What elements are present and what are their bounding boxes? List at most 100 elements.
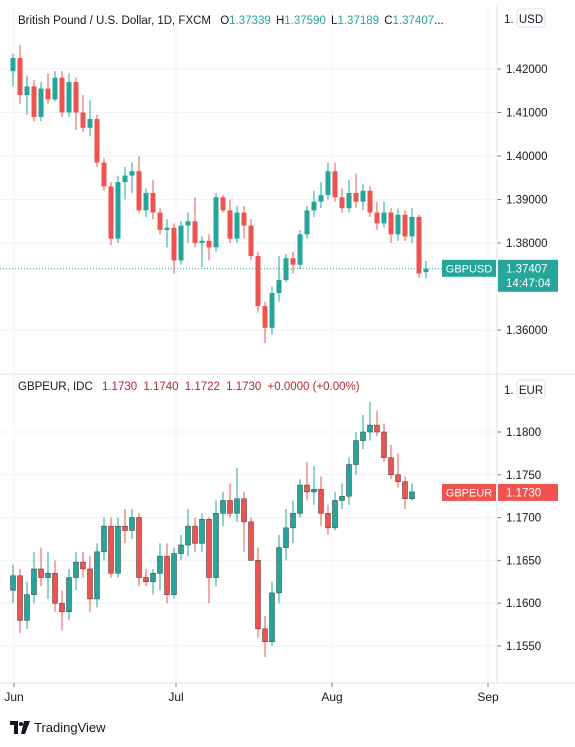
candle-down bbox=[220, 195, 226, 213]
candle-body bbox=[45, 572, 51, 578]
candle-body bbox=[185, 525, 191, 546]
candle-up bbox=[115, 175, 121, 243]
candle-body bbox=[178, 225, 184, 261]
candle-up bbox=[10, 53, 16, 87]
pane2-change: +0.0000 (+0.00%) bbox=[267, 381, 360, 393]
candle-body bbox=[199, 519, 205, 544]
tradingview-logo-icon bbox=[10, 721, 30, 734]
candle-body bbox=[241, 212, 247, 226]
candle-up bbox=[367, 402, 373, 441]
candle-body bbox=[423, 268, 429, 273]
candle-up bbox=[129, 162, 135, 193]
candle-body bbox=[255, 256, 261, 307]
candle-body bbox=[157, 212, 163, 230]
more-ellipsis[interactable]: ... bbox=[434, 15, 444, 27]
candle-down bbox=[339, 188, 345, 213]
candle-up bbox=[178, 221, 184, 265]
symbol-tag-bg bbox=[442, 483, 496, 501]
candle-body bbox=[24, 594, 30, 621]
candle-up bbox=[171, 547, 177, 599]
y-tick-label: 1.1600 bbox=[506, 598, 541, 610]
candle-up bbox=[297, 479, 303, 518]
candle-body bbox=[38, 88, 44, 117]
y-tick-label: 1.1800 bbox=[506, 427, 541, 439]
candle-up bbox=[66, 568, 72, 621]
candle-body bbox=[213, 197, 219, 248]
candle-down bbox=[101, 158, 107, 191]
candle-body bbox=[234, 498, 240, 514]
candle-up bbox=[339, 483, 345, 510]
candle-body bbox=[269, 592, 275, 642]
x-tick-label: Sep bbox=[477, 690, 499, 704]
candle-body bbox=[10, 58, 16, 72]
y-tick-label: 1.41000 bbox=[506, 108, 548, 120]
candle-body bbox=[17, 58, 23, 96]
candle-up bbox=[52, 71, 58, 102]
candle-body bbox=[101, 162, 107, 187]
candle-body bbox=[59, 602, 65, 613]
candle-body bbox=[269, 293, 275, 328]
candle-up bbox=[143, 188, 149, 217]
candle-down bbox=[108, 182, 114, 246]
candle-body bbox=[325, 513, 331, 529]
candle-up bbox=[24, 581, 30, 629]
tradingview-branding[interactable]: TradingView bbox=[10, 720, 106, 735]
candle-up bbox=[269, 286, 275, 335]
y-tick-label: 1.38000 bbox=[506, 238, 548, 250]
candle-body bbox=[157, 555, 163, 574]
candle-body bbox=[171, 227, 177, 261]
candle-up bbox=[45, 551, 51, 599]
symbol-tag-bg bbox=[442, 259, 496, 277]
candle-body bbox=[122, 525, 128, 531]
candle-body bbox=[115, 182, 121, 239]
candle-down bbox=[402, 476, 408, 510]
axes: 1.42000 1.41000 1.40000 1.39000 1.38000 1.360… bbox=[0, 5, 575, 704]
x-tick-label: Jun bbox=[4, 690, 23, 704]
candle-body bbox=[73, 561, 79, 578]
candle-up bbox=[213, 192, 219, 252]
candle-up bbox=[10, 564, 16, 604]
candle-body bbox=[227, 500, 233, 514]
candle-up bbox=[325, 162, 331, 200]
candle-down bbox=[255, 547, 261, 638]
candle-body bbox=[318, 195, 324, 202]
candle-body bbox=[45, 88, 51, 100]
candle-body bbox=[248, 225, 254, 257]
candle-down bbox=[241, 491, 247, 552]
candle-body bbox=[367, 190, 373, 213]
candle-down bbox=[108, 517, 114, 578]
candle-down bbox=[388, 444, 394, 480]
candle-body bbox=[290, 258, 296, 265]
candle-up bbox=[157, 543, 163, 591]
pane1-title: British Pound / U.S. Dollar, 1D, FXCM bbox=[18, 15, 212, 27]
y-tick-label: 1.1700 bbox=[506, 513, 541, 525]
candle-body bbox=[297, 484, 303, 514]
candle-up bbox=[304, 206, 310, 239]
pane2-open: 1.1730 bbox=[101, 381, 138, 393]
candle-body bbox=[395, 214, 401, 235]
candle-body bbox=[241, 498, 247, 523]
candle-down bbox=[227, 483, 233, 518]
candle-body bbox=[234, 212, 240, 239]
candle-up bbox=[311, 466, 317, 505]
candle-body bbox=[220, 197, 226, 211]
candle-down bbox=[136, 513, 142, 587]
candle-body bbox=[17, 575, 23, 621]
candle-body bbox=[402, 481, 408, 500]
candle-body bbox=[80, 112, 86, 128]
candle-body bbox=[185, 221, 191, 226]
candle-down bbox=[31, 79, 37, 122]
open-label: O bbox=[220, 15, 230, 27]
candle-down bbox=[157, 208, 163, 235]
candle-body bbox=[304, 484, 310, 493]
candle-body bbox=[24, 86, 30, 96]
candle-up bbox=[346, 179, 352, 213]
candle-up bbox=[290, 500, 296, 544]
candle-down bbox=[73, 77, 79, 130]
currency-prefix: 1. bbox=[504, 385, 514, 397]
countdown-value: 14:47:04 bbox=[506, 278, 551, 290]
candle-up bbox=[311, 190, 317, 217]
y-tick-label: 1.1550 bbox=[506, 641, 541, 653]
candle-body bbox=[388, 457, 394, 476]
